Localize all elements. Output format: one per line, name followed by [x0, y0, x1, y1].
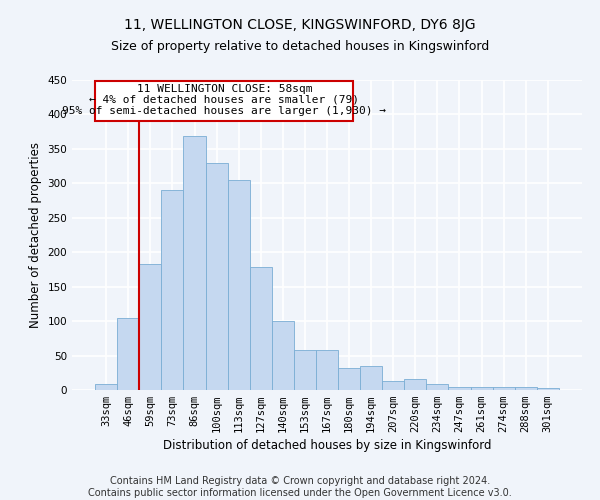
Bar — [537, 388, 559, 390]
Bar — [338, 368, 360, 390]
Text: Size of property relative to detached houses in Kingswinford: Size of property relative to detached ho… — [111, 40, 489, 53]
Bar — [360, 366, 382, 390]
Text: Contains HM Land Registry data © Crown copyright and database right 2024.
Contai: Contains HM Land Registry data © Crown c… — [88, 476, 512, 498]
Bar — [184, 136, 206, 390]
Bar — [161, 190, 184, 390]
Bar — [95, 384, 117, 390]
FancyBboxPatch shape — [95, 82, 353, 122]
Y-axis label: Number of detached properties: Number of detached properties — [29, 142, 42, 328]
Bar — [117, 318, 139, 390]
Bar — [448, 386, 470, 390]
Bar — [470, 386, 493, 390]
Text: ← 4% of detached houses are smaller (79): ← 4% of detached houses are smaller (79) — [89, 95, 359, 105]
Bar — [493, 387, 515, 390]
Bar — [206, 162, 227, 390]
Text: 95% of semi-detached houses are larger (1,930) →: 95% of semi-detached houses are larger (… — [62, 106, 386, 116]
Bar — [427, 384, 448, 390]
Bar — [294, 350, 316, 390]
Bar — [272, 321, 294, 390]
Bar — [316, 350, 338, 390]
Bar — [515, 387, 537, 390]
Bar — [404, 379, 427, 390]
Bar — [382, 381, 404, 390]
Bar — [227, 180, 250, 390]
X-axis label: Distribution of detached houses by size in Kingswinford: Distribution of detached houses by size … — [163, 440, 491, 452]
Bar — [139, 264, 161, 390]
Text: 11, WELLINGTON CLOSE, KINGSWINFORD, DY6 8JG: 11, WELLINGTON CLOSE, KINGSWINFORD, DY6 … — [124, 18, 476, 32]
Text: 11 WELLINGTON CLOSE: 58sqm: 11 WELLINGTON CLOSE: 58sqm — [137, 84, 312, 94]
Bar — [250, 268, 272, 390]
